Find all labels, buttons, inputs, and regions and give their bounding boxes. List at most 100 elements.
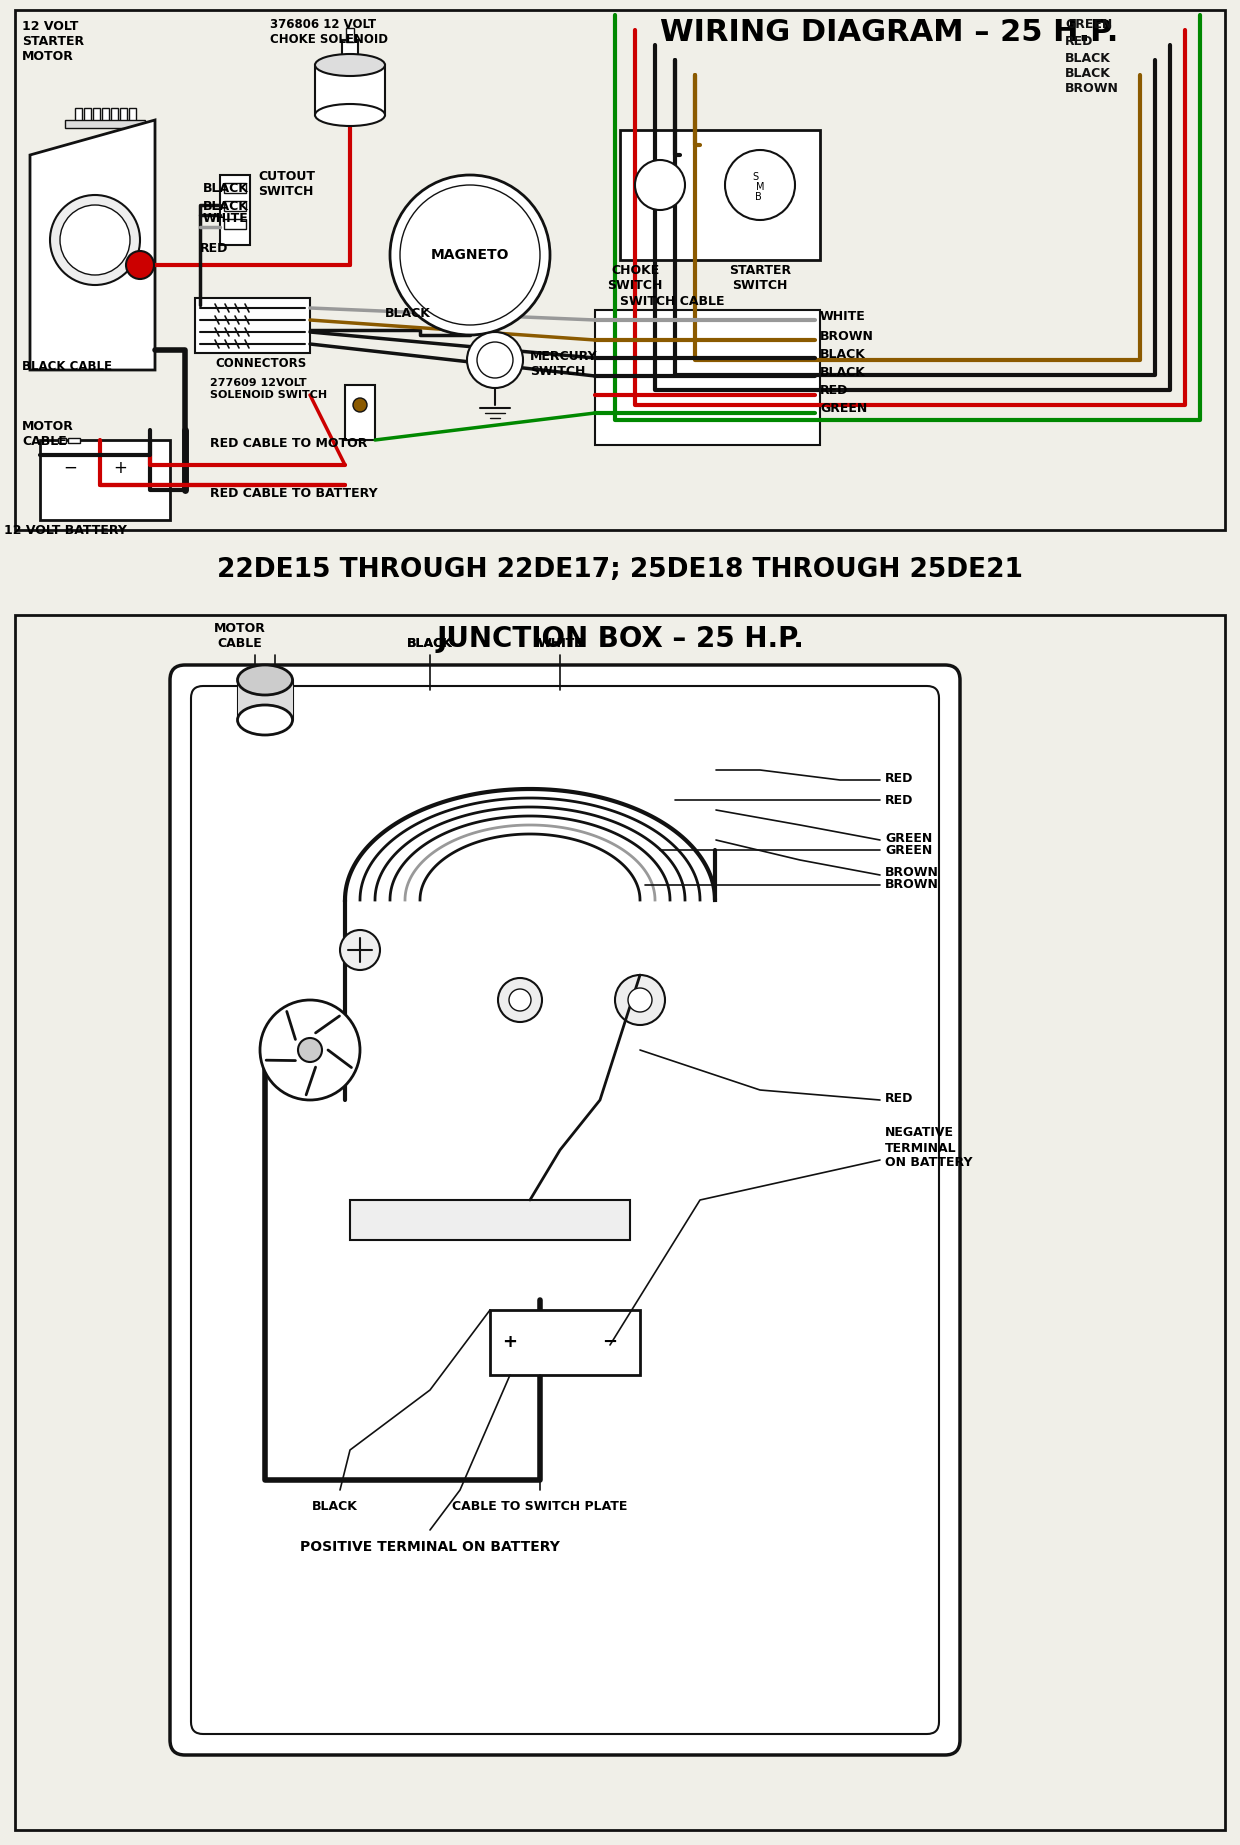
Ellipse shape [315,54,384,76]
Text: RED: RED [885,1092,914,1105]
Circle shape [615,974,665,1026]
Bar [112,109,118,122]
Text: NEGATIVE
TERMINAL
ON BATTERY: NEGATIVE TERMINAL ON BATTERY [885,1127,972,1170]
Bar [620,129,820,260]
Bar [74,109,82,122]
Circle shape [298,1039,322,1063]
Bar [102,109,109,122]
Text: 22DE15 THROUGH 22DE17; 25DE18 THROUGH 25DE21: 22DE15 THROUGH 22DE17; 25DE18 THROUGH 25… [217,557,1023,583]
Text: CUTOUT
SWITCH: CUTOUT SWITCH [258,170,315,197]
Bar [224,183,246,194]
Text: −: − [603,1332,618,1351]
Bar [35,175,53,183]
Bar [595,310,820,445]
Bar [15,614,1225,1830]
Text: BLACK: BLACK [820,365,866,378]
Bar [195,299,310,352]
Text: BROWN: BROWN [820,330,874,343]
Text: B: B [755,192,761,201]
Text: GREEN: GREEN [1065,18,1112,31]
Text: MOTOR
CABLE: MOTOR CABLE [22,421,74,448]
Bar [35,216,53,223]
Text: MAGNETO: MAGNETO [430,247,510,262]
Text: SWITCH CABLE: SWITCH CABLE [620,295,724,308]
Circle shape [353,399,367,411]
Text: 376806 12 VOLT
CHOKE SOLENOID: 376806 12 VOLT CHOKE SOLENOID [270,18,388,46]
Text: RED CABLE TO MOTOR: RED CABLE TO MOTOR [210,437,367,450]
Circle shape [508,989,531,1011]
Circle shape [340,930,379,970]
Circle shape [725,149,795,220]
Polygon shape [30,120,155,371]
Text: BLACK: BLACK [820,347,866,360]
Circle shape [260,1000,360,1100]
Text: −: − [63,459,77,478]
FancyBboxPatch shape [191,686,939,1734]
Text: 277609 12VOLT
SOLENOID SWITCH: 277609 12VOLT SOLENOID SWITCH [210,378,327,400]
Circle shape [126,251,154,279]
Bar [219,175,250,245]
Text: BROWN: BROWN [885,878,939,891]
Text: POSITIVE TERMINAL ON BATTERY: POSITIVE TERMINAL ON BATTERY [300,1541,560,1553]
Bar [224,201,246,210]
Text: WHITE: WHITE [537,637,583,649]
Circle shape [391,175,551,336]
Text: CABLE TO SWITCH PLATE: CABLE TO SWITCH PLATE [453,1500,627,1513]
Text: GREEN: GREEN [885,843,932,856]
Ellipse shape [238,664,293,696]
Text: CHOKE
SWITCH: CHOKE SWITCH [608,264,662,292]
Text: +: + [502,1332,517,1351]
Text: RED: RED [885,771,914,784]
Bar [238,681,293,720]
Bar [315,65,384,114]
Text: BLACK: BLACK [407,637,453,649]
Text: BLACK: BLACK [203,183,249,196]
Text: BLACK CABLE: BLACK CABLE [22,360,112,373]
Circle shape [60,205,130,275]
Circle shape [401,184,539,325]
Text: +: + [113,459,126,478]
Text: WHITE: WHITE [820,310,866,323]
Text: 12 VOLT BATTERY: 12 VOLT BATTERY [4,524,126,537]
Circle shape [50,196,140,284]
Text: BLACK: BLACK [1065,52,1111,65]
Text: GREEN: GREEN [885,832,932,845]
Text: WIRING DIAGRAM – 25 H.P.: WIRING DIAGRAM – 25 H.P. [660,18,1118,46]
Bar [84,109,91,122]
Text: WHITE: WHITE [537,637,583,649]
Bar [350,1199,630,1240]
Text: 12 VOLT
STARTER
MOTOR: 12 VOLT STARTER MOTOR [22,20,84,63]
Bar [120,109,126,122]
Bar [35,196,53,203]
Bar [129,109,136,122]
Text: STARTER
SWITCH: STARTER SWITCH [729,264,791,292]
Ellipse shape [315,103,384,125]
Bar [342,41,358,66]
Bar [68,437,81,443]
Text: BLACK: BLACK [203,199,249,212]
Text: S: S [751,172,758,183]
Bar [345,386,374,439]
Bar [93,109,100,122]
Bar [346,28,353,42]
Text: RED CABLE TO BATTERY: RED CABLE TO BATTERY [210,487,378,500]
Text: RED: RED [820,384,848,397]
Text: BLACK: BLACK [312,1500,358,1513]
Bar [40,439,170,520]
Text: CONNECTORS: CONNECTORS [215,356,306,371]
Bar [58,437,66,443]
Text: MOTOR
CABLE: MOTOR CABLE [215,622,265,649]
Text: BROWN: BROWN [1065,81,1118,94]
FancyBboxPatch shape [170,664,960,1755]
Bar [490,1310,640,1375]
Text: BLACK: BLACK [384,306,430,319]
Circle shape [635,161,684,210]
Text: RED: RED [1065,35,1094,48]
Bar [64,120,145,127]
Circle shape [627,989,652,1013]
Ellipse shape [238,705,293,734]
Text: BLACK: BLACK [407,637,453,649]
Text: MERCURY
SWITCH: MERCURY SWITCH [529,351,598,378]
Text: WHITE: WHITE [203,212,249,225]
Text: BLACK: BLACK [1065,66,1111,79]
